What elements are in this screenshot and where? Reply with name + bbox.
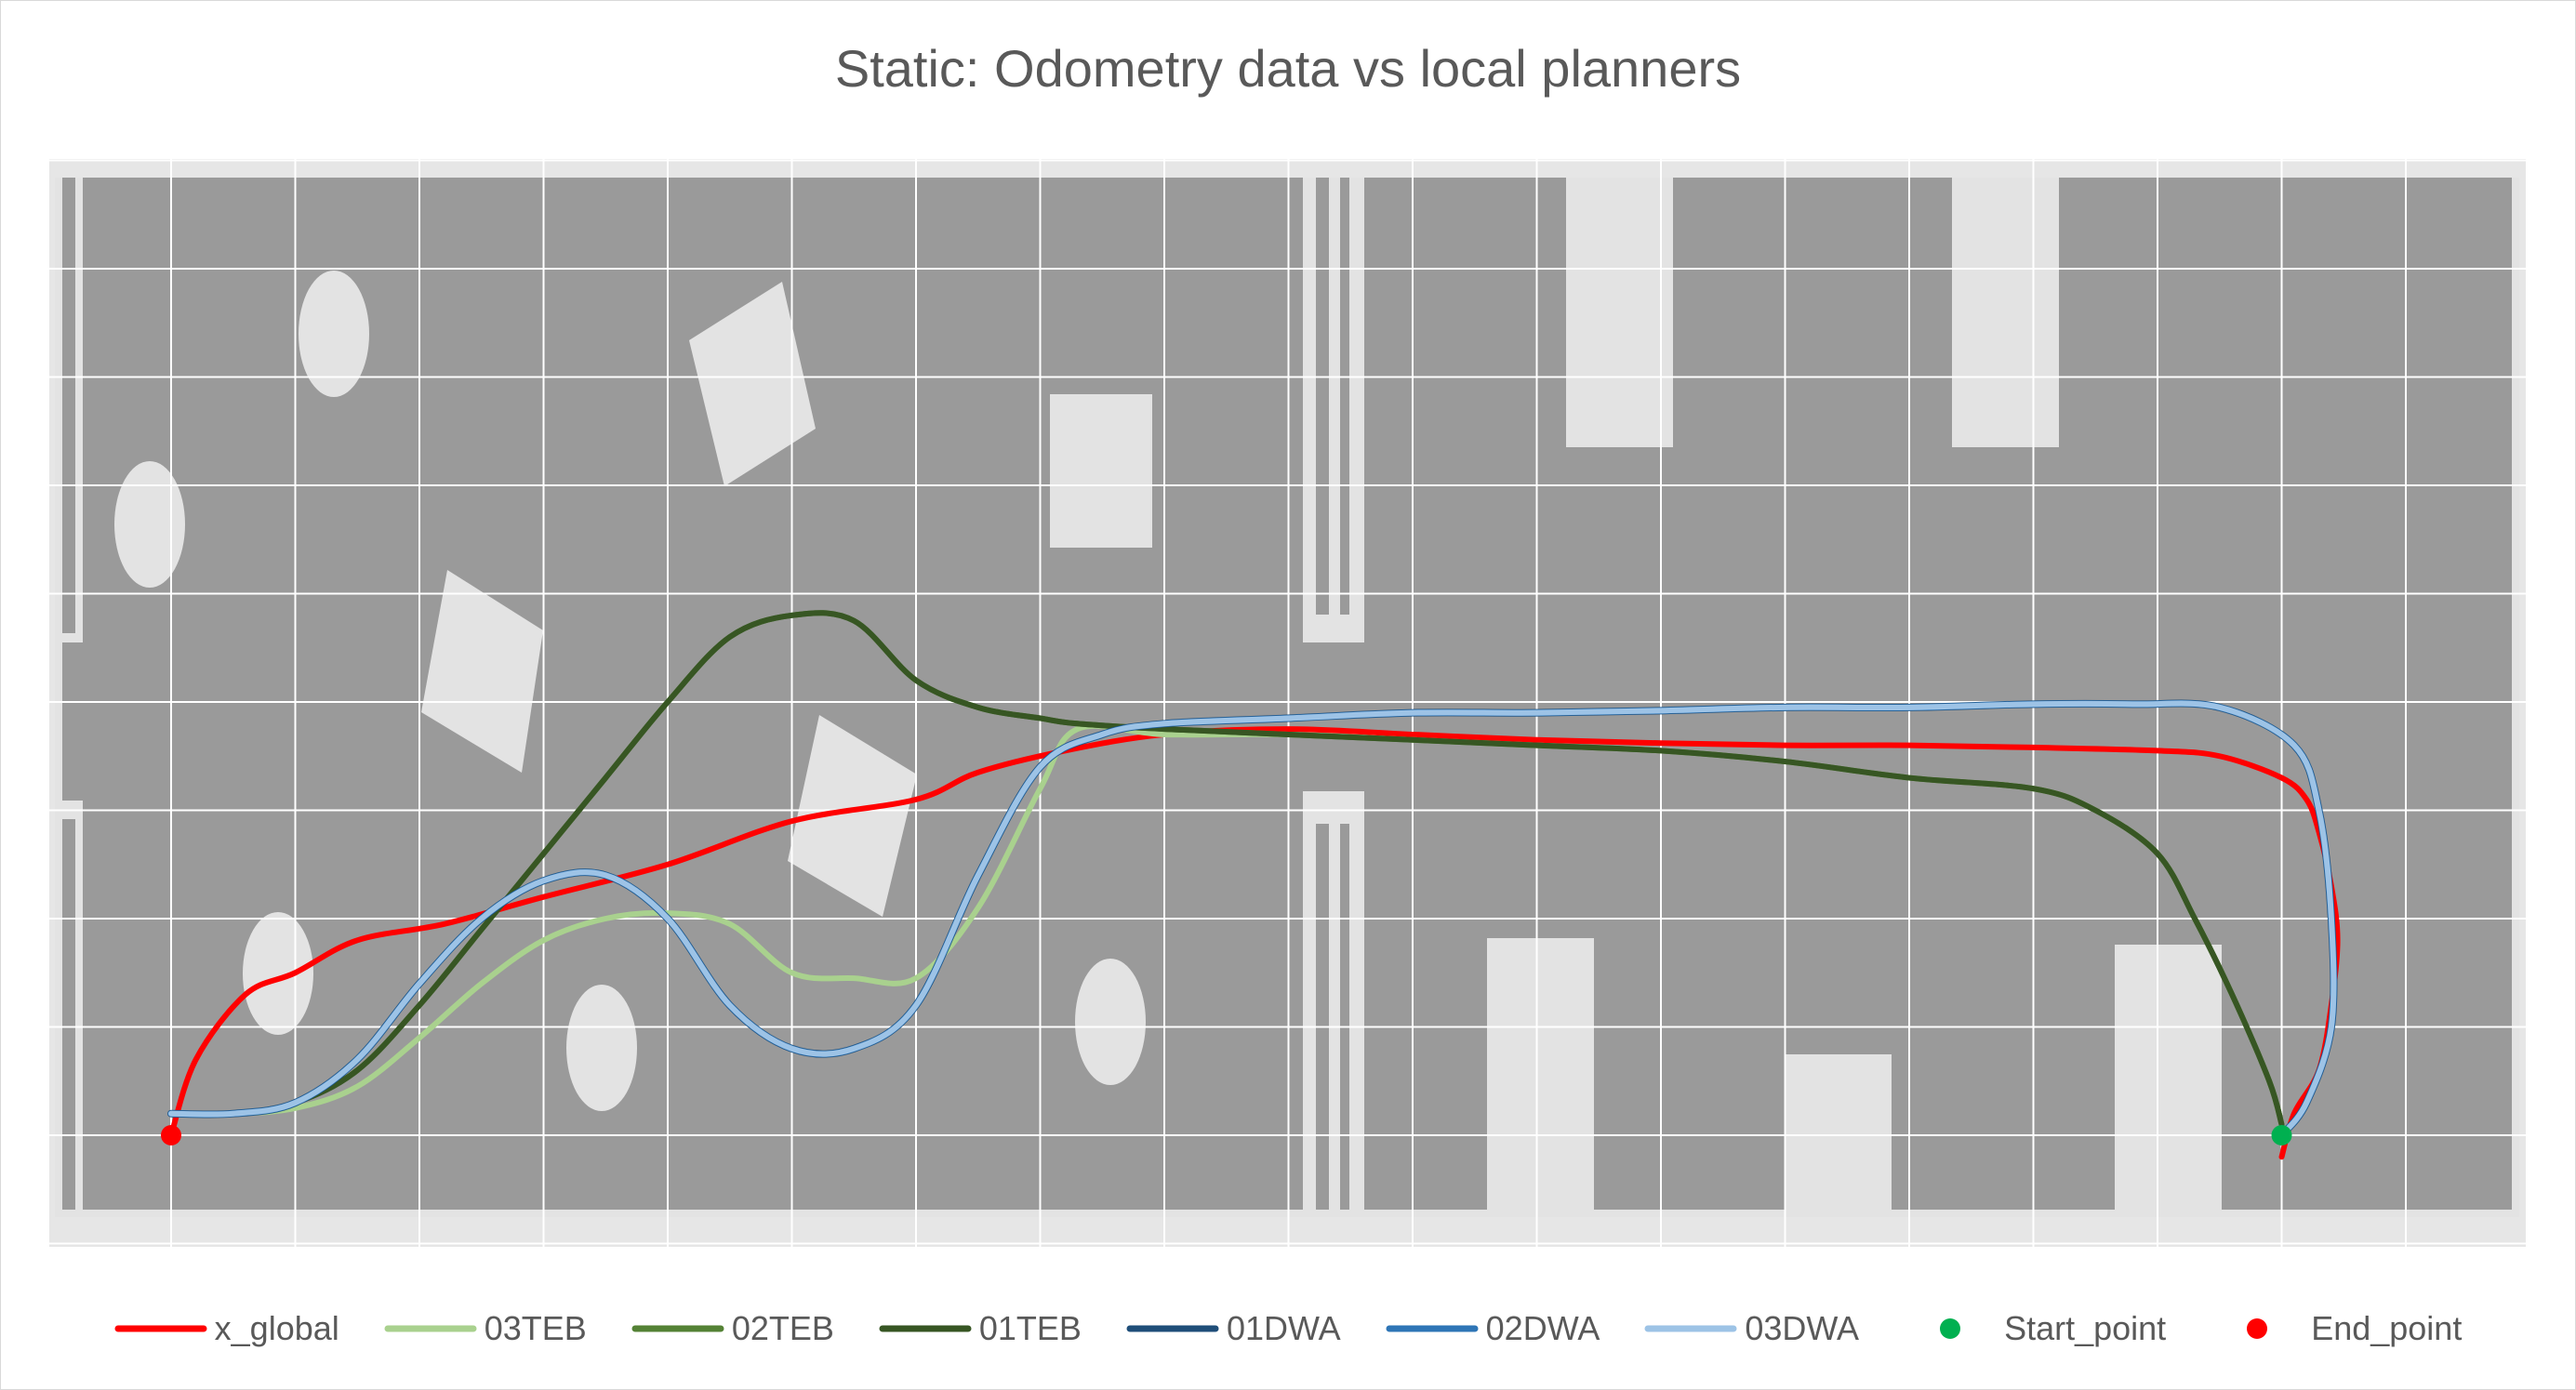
map-wall-middle-lower-gap	[1316, 824, 1329, 1217]
map-wall-left-upper-gap	[62, 178, 75, 633]
legend-label-01dwa: 01DWA	[1226, 1309, 1341, 1347]
legend-item-x-global: x_global	[114, 1309, 339, 1348]
legend-label-02teb: 02TEB	[731, 1309, 834, 1347]
point-start-point	[2271, 1125, 2292, 1145]
legend-label-02dwa: 02DWA	[1485, 1309, 1600, 1347]
legend-item-02dwa: 02DWA	[1386, 1309, 1600, 1348]
obstacle-circle	[1075, 959, 1146, 1085]
legend-swatch-02dwa	[1386, 1325, 1479, 1332]
legend: x_global 03TEB 02TEB 01TEB 01DWA 02DWA 03DWA St…	[1, 1301, 2575, 1357]
legend-item-end-point: End_point	[2211, 1309, 2462, 1348]
legend-swatch-end-point	[2247, 1318, 2268, 1339]
legend-item-02teb: 02TEB	[631, 1309, 834, 1348]
legend-label-03dwa: 03DWA	[1745, 1309, 1860, 1347]
legend-item-start-point: Start_point	[1904, 1309, 2166, 1348]
obstacle-circle	[114, 461, 185, 588]
obstacle-box	[1566, 178, 1673, 447]
series-layer	[161, 610, 2341, 1160]
map-wall-right	[2512, 178, 2519, 1217]
series-line-01teb	[168, 610, 2285, 1128]
legend-label-end-point: End_point	[2311, 1309, 2463, 1347]
legend-swatch-01teb	[879, 1325, 972, 1332]
series-line-03dwa	[168, 700, 2337, 1138]
legend-label-x-global: x_global	[214, 1309, 339, 1347]
legend-item-01teb: 01TEB	[879, 1309, 1082, 1348]
obstacle-square	[788, 715, 917, 917]
legend-swatch-03teb	[384, 1325, 477, 1332]
map-wall-middle-lower-gap2	[1340, 824, 1349, 1217]
gridlines	[49, 159, 2526, 1247]
legend-label-start-point: Start_point	[2004, 1309, 2167, 1347]
map-wall-middle-upper-gap	[1316, 178, 1329, 615]
obstacle-circle	[243, 912, 313, 1035]
obstacle-box	[1952, 178, 2059, 447]
legend-swatch-01dwa	[1126, 1325, 1219, 1332]
legend-swatch-03dwa	[1644, 1325, 1737, 1332]
map-wall-middle-upper-gap2	[1340, 178, 1349, 615]
legend-swatch-start-point	[1940, 1318, 1961, 1339]
map-wall-left-lower-gap	[62, 819, 75, 1217]
legend-item-01dwa: 01DWA	[1126, 1309, 1341, 1348]
chart-title: Static: Odometry data vs local planners	[834, 39, 1742, 98]
obstacle-square	[689, 282, 816, 486]
obstacle-circle	[566, 985, 637, 1111]
legend-label-03teb: 03TEB	[484, 1309, 587, 1347]
map-wall-bottom	[55, 1210, 2519, 1217]
legend-item-03teb: 03TEB	[384, 1309, 587, 1348]
legend-item-03dwa: 03DWA	[1644, 1309, 1859, 1348]
legend-label-01teb: 01TEB	[978, 1309, 1082, 1347]
map-wall-middle-lower	[1303, 791, 1364, 1217]
legend-swatch-x-global	[114, 1325, 207, 1332]
obstacle-box	[1487, 938, 1594, 1217]
legend-swatch-02teb	[631, 1325, 724, 1332]
obstacle-circle	[299, 271, 369, 397]
map-wall-left	[55, 178, 62, 1217]
map-wall-middle-upper	[1303, 178, 1364, 642]
point-end-point	[161, 1125, 181, 1145]
obstacle-square	[421, 570, 543, 773]
obstacle-box	[1050, 394, 1152, 548]
obstacle-box	[2115, 945, 2222, 1217]
